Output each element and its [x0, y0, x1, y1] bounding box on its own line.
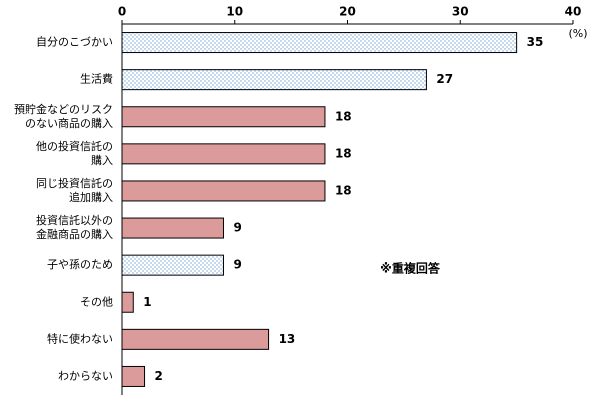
value-label: 35	[527, 35, 544, 49]
y-tick-label-line: わからない	[58, 369, 113, 382]
bar	[121, 254, 224, 276]
value-label: 2	[155, 369, 163, 383]
bar	[121, 180, 326, 202]
y-tick-label: 他の投資信託の購入	[36, 139, 113, 167]
y-tick-label-line: 購入	[91, 153, 113, 167]
y-tick-label-line: 自分のこづかい	[36, 36, 113, 49]
x-tick-label: 0	[118, 5, 126, 19]
x-tick-label: 10	[226, 5, 243, 19]
value-label: 9	[233, 258, 241, 272]
y-tick-label: その他	[80, 295, 113, 308]
annotation: ※重複回答	[380, 261, 441, 276]
y-tick-label: 生活費	[80, 72, 113, 86]
bar	[121, 69, 427, 91]
value-label: 18	[335, 146, 352, 160]
y-tick-label: 子や孫のため	[47, 258, 113, 271]
bar	[121, 106, 326, 128]
bar	[121, 365, 146, 387]
value-label: 13	[279, 332, 296, 346]
y-tick-label: 預貯金などのリスクのない商品の購入	[14, 102, 113, 130]
y-tick-label-line: 他の投資信託の	[36, 139, 113, 153]
value-label: 18	[335, 109, 352, 123]
unit-label: (%)	[568, 27, 587, 40]
y-tick-label: 投資信託以外の金融商品の購入	[36, 213, 113, 241]
value-label: 27	[436, 72, 453, 86]
value-label: 9	[233, 221, 241, 235]
y-tick-label-line: 子や孫のため	[47, 258, 113, 271]
bar	[121, 217, 224, 239]
y-tick-label: 自分のこづかい	[36, 36, 113, 49]
x-tick-label: 30	[452, 5, 469, 19]
y-tick-label-line: 金融商品の購入	[36, 227, 113, 241]
y-tick-label-line: 特に使わない	[47, 331, 113, 345]
bar	[121, 32, 518, 54]
y-tick-label-line: 同じ投資信託の	[36, 176, 113, 190]
y-tick-label-line: その他	[80, 295, 113, 308]
y-tick-label-line: 預貯金などのリスク	[14, 102, 113, 116]
x-tick-label: 40	[565, 5, 582, 19]
x-tick-label: 20	[339, 5, 356, 19]
value-label: 1	[143, 295, 151, 309]
y-tick-label-line: 追加購入	[69, 190, 113, 204]
y-tick-label: 特に使わない	[47, 331, 113, 345]
y-tick-label-line: 生活費	[80, 72, 113, 86]
y-tick-label-line: 投資信託以外の	[36, 213, 113, 227]
bar	[121, 291, 134, 313]
value-label: 18	[335, 183, 352, 197]
y-tick-label: わからない	[58, 369, 113, 382]
bar	[121, 143, 326, 165]
bar	[121, 328, 270, 350]
y-tick-label: 同じ投資信託の追加購入	[36, 176, 113, 204]
y-tick-label-line: のない商品の購入	[25, 116, 113, 130]
